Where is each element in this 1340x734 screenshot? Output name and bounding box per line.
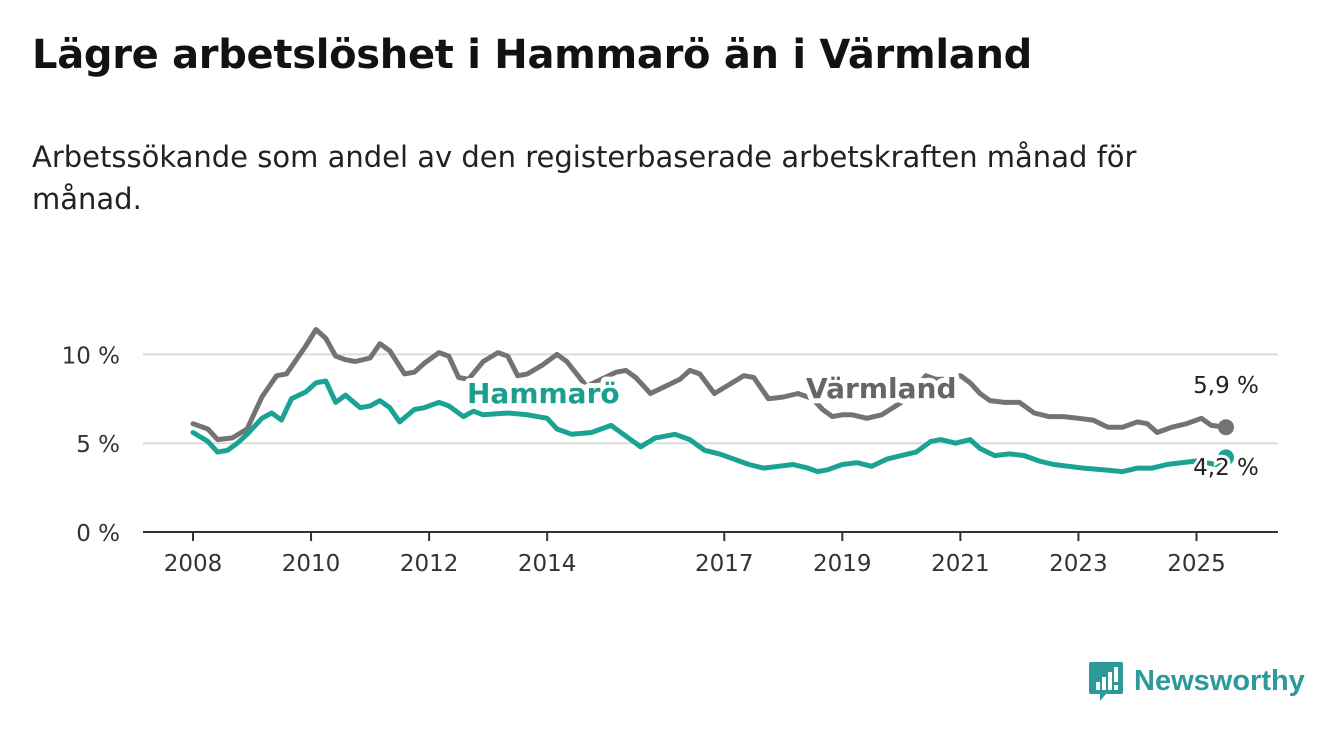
series-label-värmland: Värmland xyxy=(806,372,957,405)
x-tick-label: 2017 xyxy=(695,551,754,577)
series-end-label-hammarö: 4,2 % xyxy=(1193,455,1259,481)
series-endpoint-hammarö xyxy=(1218,449,1234,466)
series-line-hammarö xyxy=(190,378,1229,475)
y-tick-label: 10 % xyxy=(62,343,120,369)
series-endpoint-värmland xyxy=(1218,419,1234,436)
series-lines xyxy=(190,327,1234,475)
series-label-hammarö: Hammarö xyxy=(467,377,620,410)
x-tick-label: 2012 xyxy=(400,551,459,577)
y-tick-label: 0 % xyxy=(76,521,120,547)
x-tick-label: 2021 xyxy=(931,551,990,577)
gridlines xyxy=(143,353,1278,445)
x-tick-label: 2023 xyxy=(1049,551,1108,577)
x-tick-label: 2008 xyxy=(164,551,223,577)
newsworthy-brand: Newsworthy xyxy=(1088,660,1305,702)
bar-chart-logo-icon xyxy=(1089,662,1123,701)
series-end-label-värmland: 5,9 % xyxy=(1193,373,1259,399)
x-tick-label: 2010 xyxy=(282,551,341,577)
brand-name: Newsworthy xyxy=(1134,664,1305,697)
x-tick-label: 2019 xyxy=(813,551,872,577)
x-tick-label: 2025 xyxy=(1167,551,1226,577)
x-tick-label: 2014 xyxy=(518,551,577,577)
y-tick-label: 5 % xyxy=(76,432,120,458)
chart-subtitle: Arbetssökande som andel av den registerb… xyxy=(32,140,1137,216)
chart-title: Lägre arbetslöshet i Hammarö än i Värmla… xyxy=(32,32,1032,78)
series-line-värmland xyxy=(190,327,1229,443)
series-labels: Värmland 5,9 % Hammarö 4,2 % xyxy=(462,367,1262,484)
axes: 0 % 5 % 10 % 2008 2010 2012 2014 2017 2019 2021 20… xyxy=(62,343,1278,577)
